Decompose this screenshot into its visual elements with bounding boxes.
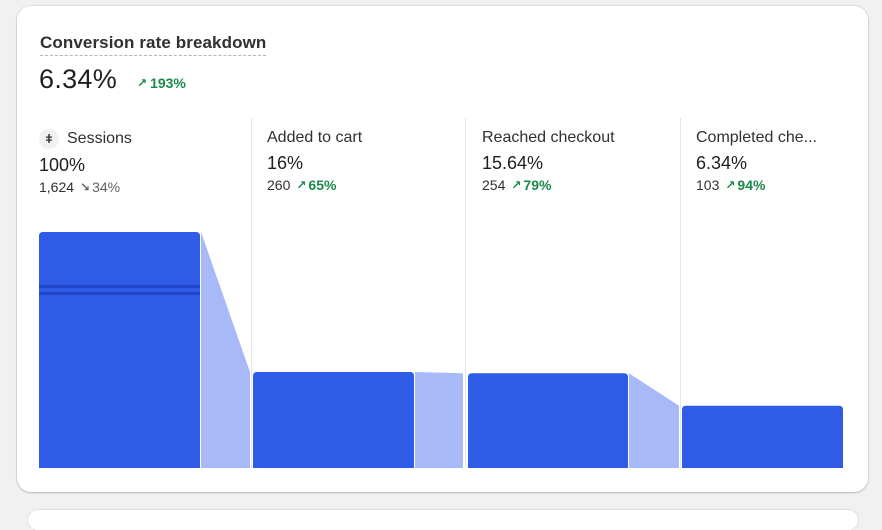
column-divider	[680, 118, 681, 468]
funnel-step-reached-checkout: Reached checkout 15.64% 254 ↗ 79%	[482, 129, 642, 193]
arrow-up-right-icon: ↗	[296, 178, 307, 192]
funnel-step-completed-checkout: Completed che... 6.34% 103 ↗ 94%	[696, 129, 856, 193]
sessions-icon: ǂ	[39, 129, 59, 149]
step-count: 103	[696, 177, 720, 193]
step-count: 260	[267, 177, 291, 193]
arrow-up-right-icon: ↗	[725, 178, 736, 192]
step-label: Reached checkout	[482, 129, 615, 146]
funnel-bar-stripe	[39, 285, 200, 288]
step-percent: 6.34%	[696, 153, 748, 173]
step-change: 79%	[523, 177, 552, 193]
step-change: 94%	[737, 177, 766, 193]
step-label: Sessions	[67, 130, 132, 147]
funnel-transition	[629, 373, 679, 468]
funnel-transition	[415, 372, 463, 468]
step-change: 65%	[308, 177, 337, 193]
funnel-transition	[201, 232, 250, 468]
step-label: Added to cart	[267, 129, 363, 146]
funnel-bar[interactable]	[682, 405, 843, 468]
funnel-bar[interactable]	[253, 372, 414, 468]
conversion-rate-change: ↗ 193%	[137, 75, 186, 91]
conversion-rate-card: Conversion rate breakdown 6.34% ↗ 193% ǂ…	[17, 6, 868, 492]
funnel-bar[interactable]	[39, 232, 200, 468]
funnel-step-sessions: ǂ Sessions 100% 1,624 ↘ 34%	[39, 129, 199, 195]
step-percent: 16%	[267, 153, 304, 173]
step-percent: 15.64%	[482, 153, 544, 173]
step-count: 254	[482, 177, 506, 193]
step-count: 1,624	[39, 179, 75, 195]
arrow-up-right-icon: ↗	[511, 178, 522, 192]
conversion-rate-value: 6.34%	[39, 64, 118, 94]
funnel-bar[interactable]	[468, 373, 628, 468]
step-change: 34%	[92, 179, 121, 195]
column-divider	[251, 118, 252, 468]
card-title[interactable]: Conversion rate breakdown	[40, 33, 267, 56]
conversion-rate-change-value: 193%	[150, 75, 186, 91]
step-percent: 100%	[39, 155, 86, 175]
column-divider	[465, 118, 466, 468]
funnel-chart	[39, 232, 843, 468]
arrow-down-right-icon: ↘	[80, 180, 91, 194]
next-card	[28, 510, 858, 530]
funnel-step-added-to-cart: Added to cart 16% 260 ↗ 65%	[267, 129, 427, 193]
arrow-up-right-icon: ↗	[137, 76, 148, 90]
step-label: Completed che...	[696, 129, 817, 146]
funnel-bar-stripe	[39, 292, 200, 295]
